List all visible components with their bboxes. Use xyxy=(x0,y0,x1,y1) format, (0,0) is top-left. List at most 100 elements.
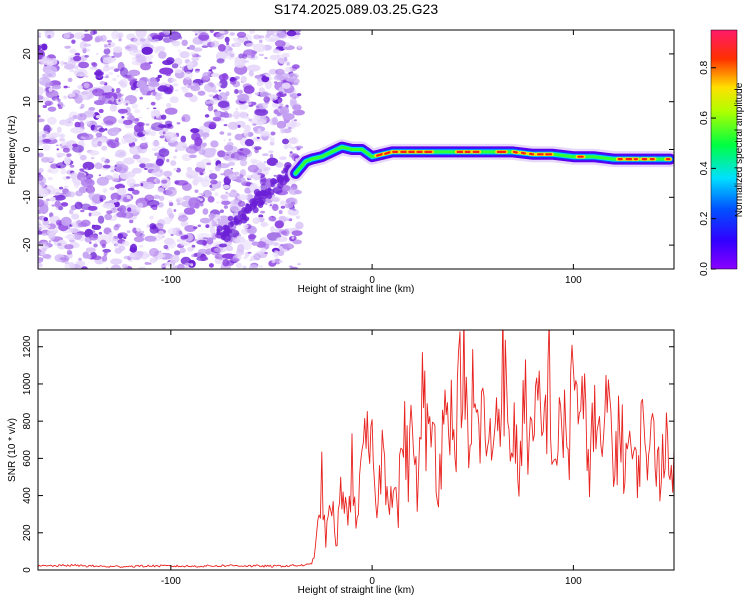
noise-speck xyxy=(118,99,121,102)
noise-speck xyxy=(66,176,71,179)
noise-speck xyxy=(198,248,208,254)
noise-speck xyxy=(88,212,92,217)
noise-speck xyxy=(47,176,53,181)
noise-speck xyxy=(110,169,115,173)
noise-speck xyxy=(171,78,177,83)
noise-speck xyxy=(176,199,180,203)
noise-speck xyxy=(295,225,300,228)
noise-speck xyxy=(183,207,196,215)
noise-speck xyxy=(78,257,82,261)
noise-speck xyxy=(38,257,44,264)
noise-speck xyxy=(146,163,160,173)
noise-speck xyxy=(209,82,215,88)
noise-speck xyxy=(288,209,295,216)
track-red xyxy=(512,150,518,154)
noise-speck xyxy=(227,215,234,222)
noise-speck xyxy=(157,187,165,193)
noise-speck xyxy=(246,55,252,58)
noise-speck xyxy=(257,172,263,176)
noise-speck xyxy=(190,128,200,134)
noise-speck xyxy=(212,116,222,122)
noise-speck xyxy=(81,132,88,138)
noise-speck xyxy=(207,196,215,203)
noise-speck xyxy=(85,120,91,125)
noise-speck xyxy=(66,250,73,255)
noise-speck xyxy=(159,135,165,139)
noise-speck xyxy=(210,40,220,48)
noise-speck xyxy=(69,48,77,54)
noise-speck xyxy=(75,190,83,197)
noise-speck xyxy=(157,230,165,240)
noise-speck xyxy=(59,133,65,139)
noise-speck xyxy=(123,132,135,144)
noise-speck xyxy=(69,164,75,168)
noise-speck xyxy=(269,141,275,146)
noise-speck xyxy=(209,97,219,105)
noise-speck xyxy=(240,75,247,84)
noise-speck xyxy=(258,53,264,57)
noise-speck xyxy=(55,227,58,230)
noise-speck xyxy=(127,207,132,212)
noise-speck xyxy=(249,30,255,35)
noise-speck xyxy=(85,247,96,253)
noise-speck xyxy=(102,164,111,169)
noise-speck xyxy=(44,30,55,39)
noise-speck xyxy=(113,198,118,203)
noise-speck xyxy=(171,40,181,47)
noise-speck xyxy=(178,49,181,52)
noise-speck xyxy=(153,46,160,53)
noise-speck xyxy=(291,121,297,125)
noise-speck xyxy=(199,198,203,202)
x-tick-label: -100 xyxy=(161,576,181,587)
noise-speck xyxy=(38,76,51,86)
y-tick-label: 20 xyxy=(22,48,33,60)
noise-speck xyxy=(132,154,141,160)
noise-speck xyxy=(133,118,140,122)
noise-speck xyxy=(221,200,231,205)
noise-speck xyxy=(102,65,111,72)
noise-speck xyxy=(254,92,260,96)
noise-speck xyxy=(162,131,166,135)
noise-speck xyxy=(98,231,103,235)
noise-speck xyxy=(292,64,300,69)
noise-speck xyxy=(144,235,157,242)
noise-speck xyxy=(212,89,218,94)
noise-speck xyxy=(151,122,164,132)
noise-speck xyxy=(159,195,165,201)
noise-speck xyxy=(144,261,150,265)
noise-speck xyxy=(176,202,182,206)
y-tick-label: 600 xyxy=(22,450,33,467)
noise-speck xyxy=(226,42,230,46)
noise-speck xyxy=(73,68,88,77)
track-red xyxy=(528,152,535,156)
noise-speck xyxy=(168,202,174,207)
noise-speck xyxy=(210,140,219,148)
noise-speck xyxy=(194,189,199,193)
noise-speck xyxy=(254,108,269,116)
noise-speck xyxy=(84,55,89,58)
noise-speck xyxy=(135,30,147,38)
noise-speck xyxy=(104,128,108,131)
noise-speck xyxy=(253,253,261,261)
noise-speck xyxy=(180,135,187,143)
noise-speck xyxy=(273,109,279,115)
noise-speck xyxy=(220,194,226,199)
noise-speck xyxy=(179,247,186,254)
noise-speck xyxy=(110,258,123,265)
noise-speck xyxy=(168,31,182,41)
noise-speck xyxy=(133,236,145,243)
noise-speck xyxy=(247,131,254,137)
noise-speck xyxy=(38,118,45,123)
noise-speck xyxy=(153,194,161,200)
noise-speck xyxy=(161,179,168,184)
noise-speck xyxy=(126,112,133,116)
noise-speck xyxy=(48,240,52,243)
noise-speck xyxy=(136,80,147,89)
noise-speck xyxy=(107,43,111,46)
noise-speck xyxy=(210,179,218,185)
noise-speck xyxy=(281,217,289,222)
noise-speck xyxy=(134,89,138,93)
noise-speck xyxy=(279,103,284,107)
noise-speck xyxy=(64,45,71,49)
noise-speck xyxy=(296,147,301,151)
